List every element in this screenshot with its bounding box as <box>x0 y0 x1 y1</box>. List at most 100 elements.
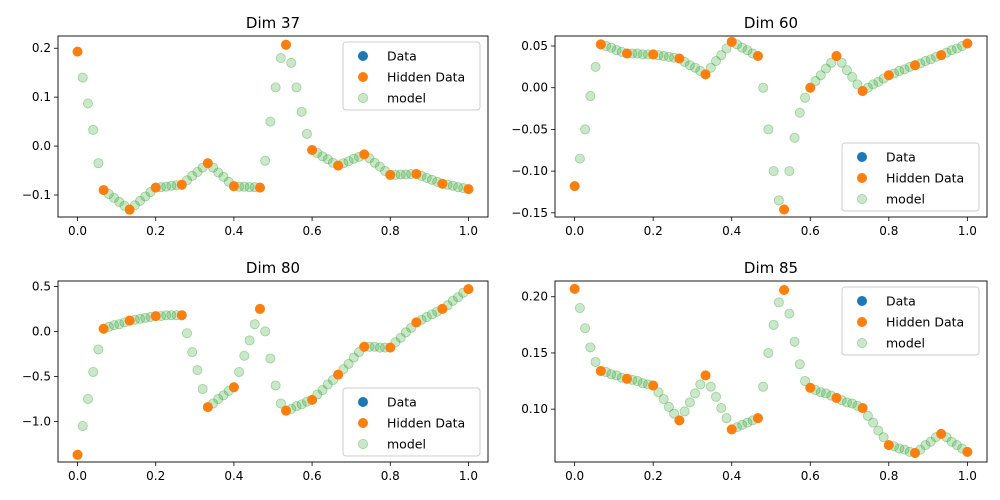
hidden-point <box>674 415 685 426</box>
model-point <box>348 352 359 363</box>
model-point <box>632 48 643 59</box>
legend-label: Data <box>387 395 417 410</box>
model-point <box>920 56 931 67</box>
model-point <box>322 379 333 390</box>
x-tick-label: 0.2 <box>146 469 165 483</box>
hidden-point <box>411 317 422 328</box>
hidden-point <box>595 39 606 50</box>
model-point <box>374 342 385 353</box>
legend-label: Data <box>886 294 916 309</box>
model-point <box>763 124 774 135</box>
hidden-point <box>857 403 868 414</box>
model-point <box>946 45 957 56</box>
model-point <box>711 391 722 402</box>
model-point <box>447 180 458 191</box>
x-tick-label: 0.2 <box>146 224 165 238</box>
model-point <box>789 132 800 143</box>
hidden-point <box>936 50 947 61</box>
model-point <box>690 388 701 399</box>
model-point <box>348 153 359 164</box>
model-point <box>249 319 260 330</box>
y-tick-label: 0.10 <box>521 402 548 416</box>
model-point <box>395 169 406 180</box>
model-point <box>663 51 674 62</box>
hidden-point <box>72 46 83 57</box>
model-point <box>369 341 380 352</box>
subplot-title: Dim 80 <box>246 259 300 277</box>
legend-label: Data <box>387 49 417 64</box>
model-point <box>611 45 622 56</box>
model-point <box>275 398 286 409</box>
x-tick-label: 1.0 <box>459 224 478 238</box>
model-point <box>637 49 648 60</box>
model-point <box>763 347 774 358</box>
model-point <box>317 151 328 162</box>
hidden-point <box>437 303 448 314</box>
model-point <box>82 98 93 109</box>
legend-marker <box>857 151 868 162</box>
hidden-point <box>648 380 659 391</box>
model-point <box>742 45 753 56</box>
x-tick-label: 0.0 <box>565 224 584 238</box>
legend-label: model <box>387 437 426 452</box>
hidden-point <box>674 53 685 64</box>
hidden-point <box>700 69 711 80</box>
model-point <box>275 53 286 64</box>
hidden-point <box>281 405 292 416</box>
model-point <box>166 180 177 191</box>
model-point <box>658 51 669 62</box>
model-point <box>239 181 250 192</box>
model-point <box>580 124 591 135</box>
hidden-point <box>779 204 790 215</box>
x-tick-label: 1.0 <box>459 469 478 483</box>
hidden-point <box>752 51 763 62</box>
model-point <box>109 192 120 203</box>
model-point <box>426 174 437 185</box>
legend-label: model <box>886 192 925 207</box>
hidden-point <box>385 342 396 353</box>
model-point <box>773 195 784 206</box>
model-point <box>742 417 753 428</box>
y-tick-label: 0.05 <box>521 39 548 53</box>
legend-label: Hidden Data <box>886 171 964 186</box>
model-point <box>265 353 276 364</box>
legend: Data Hidden Data model <box>342 41 481 111</box>
model-point <box>611 370 622 381</box>
model-point <box>161 310 172 321</box>
hidden-point <box>910 60 921 71</box>
hidden-point <box>962 38 973 49</box>
model-point <box>291 401 302 412</box>
model-point <box>716 403 727 414</box>
model-point <box>135 195 146 206</box>
hidden-point <box>333 160 344 171</box>
model-point <box>585 342 596 353</box>
legend-label: Hidden Data <box>886 315 964 330</box>
subplot-2: Dim 60 0.0 0.2 0.4 0.6 0.8 1.0 −0.15 −0.10 −0.05 0… <box>511 14 988 238</box>
model-point <box>637 378 648 389</box>
model-point <box>899 64 910 75</box>
model-point <box>260 155 271 166</box>
model-point <box>815 70 826 81</box>
model-point <box>820 63 831 74</box>
hidden-point <box>176 310 187 321</box>
model-point <box>946 436 957 447</box>
model-point <box>873 76 884 87</box>
model-point <box>296 399 307 410</box>
model-point <box>920 440 931 451</box>
model-point <box>841 65 852 76</box>
model-point <box>737 419 748 430</box>
subplot-title: Dim 60 <box>744 14 798 32</box>
model-point <box>820 388 831 399</box>
y-tick-label: −0.10 <box>511 164 548 178</box>
model-point <box>270 82 281 93</box>
hidden-point <box>883 440 894 451</box>
legend-label: Data <box>886 150 916 165</box>
model-point <box>239 350 250 361</box>
model-point <box>421 312 432 323</box>
model-point <box>711 56 722 67</box>
hidden-point <box>150 311 161 322</box>
x-tick-label: 0.8 <box>879 224 898 238</box>
hidden-point <box>463 184 474 195</box>
model-point <box>244 335 255 346</box>
